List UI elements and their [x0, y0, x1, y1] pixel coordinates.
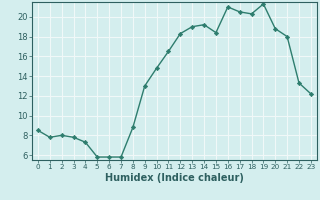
X-axis label: Humidex (Indice chaleur): Humidex (Indice chaleur) — [105, 173, 244, 183]
